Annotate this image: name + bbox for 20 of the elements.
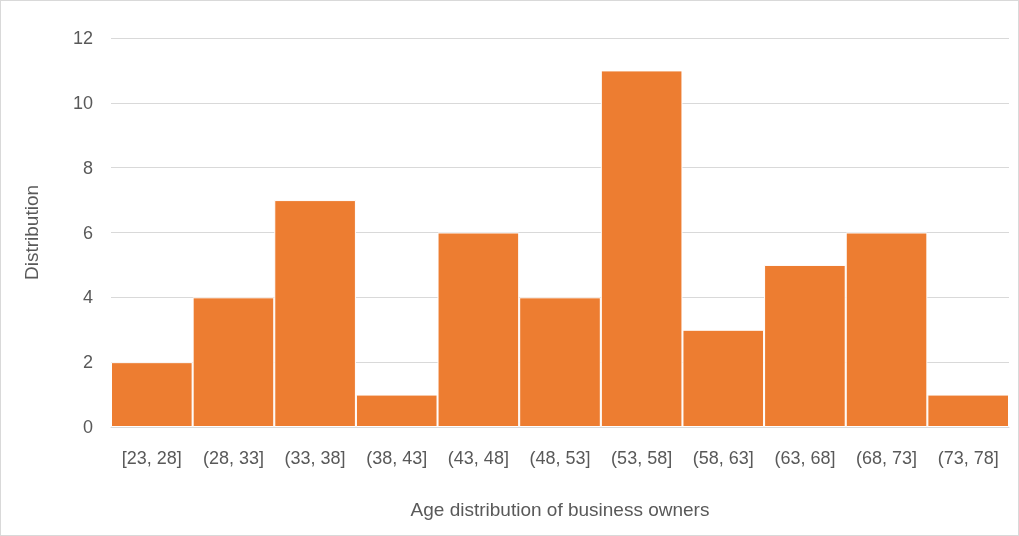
y-tick-label: 4 <box>82 287 93 308</box>
y-tick-label: 6 <box>82 222 93 243</box>
x-tick-label: (48, 53] <box>529 448 591 468</box>
x-tick-label: [23, 28] <box>121 448 182 468</box>
x-tick-label: (58, 63] <box>692 448 754 468</box>
y-tick-label: 0 <box>82 417 93 437</box>
y-tick-label: 12 <box>72 28 93 48</box>
x-tick-label: (63, 68] <box>774 448 836 468</box>
x-tick-label: (33, 38] <box>284 448 346 468</box>
x-tick-label: (53, 58] <box>611 448 673 468</box>
x-tick-label: (43, 48] <box>447 448 509 468</box>
x-axis-title: Age distribution of business owners <box>410 499 710 520</box>
y-tick-label: 10 <box>72 92 93 113</box>
y-axis-title: Distribution <box>21 184 42 281</box>
y-tick-label: 8 <box>82 157 93 178</box>
y-tick-label: 2 <box>82 352 93 373</box>
x-tick-label: (28, 33] <box>202 448 264 468</box>
x-tick-label: (38, 43] <box>366 448 428 468</box>
x-tick-label: (68, 73] <box>856 448 918 468</box>
x-tick-label: (73, 78] <box>937 448 999 468</box>
